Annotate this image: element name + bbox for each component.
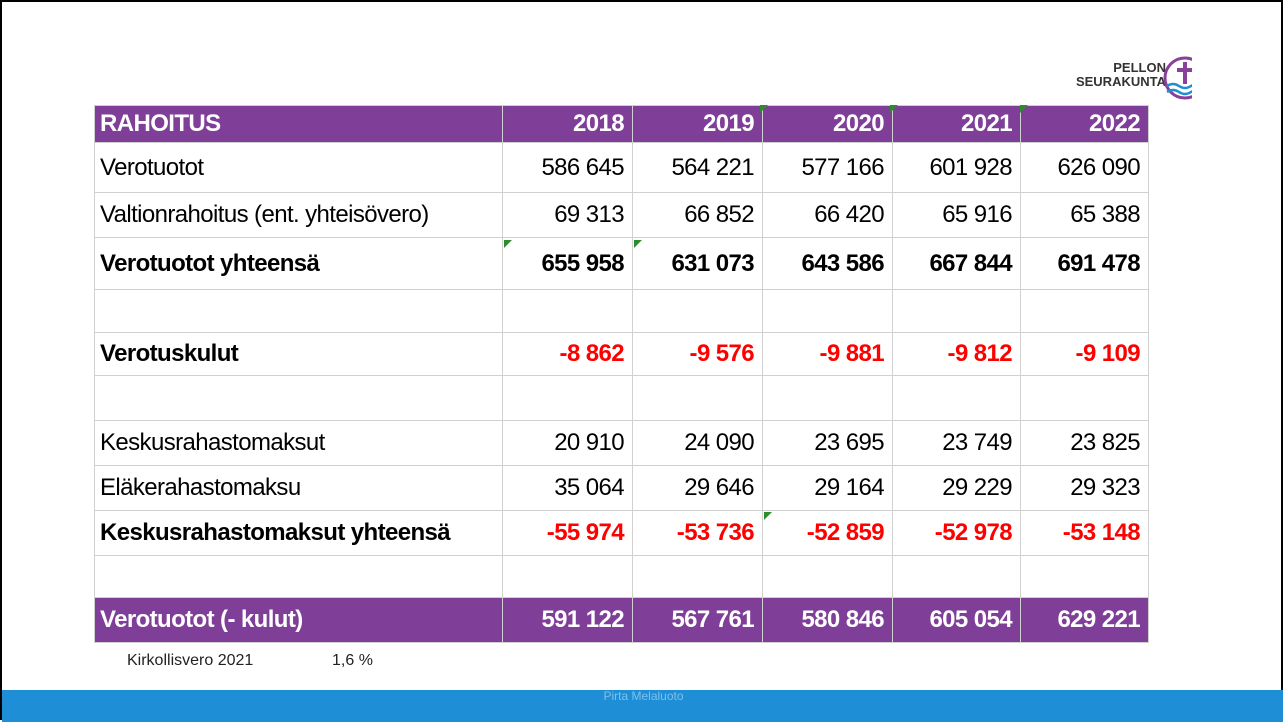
value-cell: 2018 — [502, 105, 633, 143]
label-cell: Verotuskulut — [94, 332, 503, 376]
value-cell: 629 221 — [1020, 597, 1149, 643]
value-cell: 29 229 — [892, 465, 1021, 511]
value-cell: -53 736 — [632, 510, 763, 556]
empty-cell — [1020, 555, 1149, 598]
marker — [764, 512, 772, 520]
empty-cell — [1020, 375, 1149, 421]
table-row: Keskusrahastomaksut yhteensä -55 974 -53 7… — [94, 510, 1149, 556]
value-cell: -9 109 — [1020, 332, 1149, 376]
table-row: Verotuskulut -8 862 -9 576 -9 881 -9 812 -9 1… — [94, 332, 1149, 376]
footer-text: Pirta Melaluoto — [603, 689, 684, 703]
value-cell: 591 122 — [502, 597, 633, 643]
value-cell: 24 090 — [632, 420, 763, 466]
value-cell: 601 928 — [892, 142, 1021, 193]
value-cell: -53 148 — [1020, 510, 1149, 556]
value-cell: 29 164 — [762, 465, 893, 511]
value-cell: 2022 — [1020, 105, 1149, 143]
table-row: Verotuotot yhteensä 655 958 631 073 643 586… — [94, 237, 1149, 290]
empty-cell — [762, 289, 893, 333]
value-cell: 66 852 — [632, 192, 763, 238]
value-cell: 691 478 — [1020, 237, 1149, 290]
blank-row — [94, 555, 1149, 598]
empty-cell — [502, 555, 633, 598]
empty-cell — [892, 375, 1021, 421]
value-cell: 605 054 — [892, 597, 1021, 643]
value-cell: 66 420 — [762, 192, 893, 238]
table-row: Verotuotot 586 645 564 221 577 166 601 928 62… — [94, 142, 1149, 193]
note-label: Kirkollisvero 2021 — [127, 652, 254, 669]
value-cell: 35 064 — [502, 465, 633, 511]
finance-table: RAHOITUS 2018 2019 2020 2021 2022 Verotuotot 5… — [94, 105, 1149, 643]
value-cell: 567 761 — [632, 597, 763, 643]
footer-bar: Pirta Melaluoto — [2, 689, 1283, 722]
logo-line2: SEURAKUNTA — [1076, 74, 1167, 89]
label-cell: Verotuotot — [94, 142, 503, 193]
blank-row — [94, 289, 1149, 333]
value-cell: -52 859 — [762, 510, 893, 556]
blank-row — [94, 375, 1149, 421]
empty-cell — [762, 555, 893, 598]
empty-cell — [892, 289, 1021, 333]
value-cell: 577 166 — [762, 142, 893, 193]
value-cell: 631 073 — [632, 237, 763, 290]
marker — [1020, 105, 1028, 113]
value-cell: 626 090 — [1020, 142, 1149, 193]
value-cell: -9 881 — [762, 332, 893, 376]
empty-cell — [1020, 289, 1149, 333]
value-cell: 23 749 — [892, 420, 1021, 466]
empty-cell — [502, 375, 633, 421]
empty-cell — [892, 555, 1021, 598]
marker — [634, 240, 642, 248]
value-cell: 23 695 — [762, 420, 893, 466]
logo-line1: PELLON — [1113, 60, 1166, 75]
value-cell: 69 313 — [502, 192, 633, 238]
header-row: RAHOITUS 2018 2019 2020 2021 2022 — [94, 105, 1149, 143]
value-cell: -9 576 — [632, 332, 763, 376]
label-cell: Verotuotot yhteensä — [94, 237, 503, 290]
label-cell: RAHOITUS — [94, 105, 503, 143]
empty-cell — [632, 289, 763, 333]
value-cell: 580 846 — [762, 597, 893, 643]
empty-cell — [94, 289, 503, 333]
value-cell: 65 388 — [1020, 192, 1149, 238]
value-cell: 2020 — [762, 105, 893, 143]
value-cell: 29 323 — [1020, 465, 1149, 511]
note-value: 1,6 % — [332, 652, 373, 669]
empty-cell — [762, 375, 893, 421]
label-cell: Keskusrahastomaksut — [94, 420, 503, 466]
empty-cell — [94, 555, 503, 598]
value-cell: 655 958 — [502, 237, 633, 290]
value-cell: 2021 — [892, 105, 1021, 143]
table-row: Valtionrahoitus (ent. yhteisövero) 69 313… — [94, 192, 1149, 238]
marker — [760, 105, 768, 113]
label-cell: Verotuotot (- kulut) — [94, 597, 503, 643]
logo: PELLON SEURAKUNTA — [1076, 56, 1192, 100]
value-cell: 65 916 — [892, 192, 1021, 238]
empty-cell — [632, 555, 763, 598]
empty-cell — [502, 289, 633, 333]
marker — [890, 105, 898, 113]
value-cell: -9 812 — [892, 332, 1021, 376]
empty-cell — [94, 375, 503, 421]
empty-cell — [632, 375, 763, 421]
value-cell: 564 221 — [632, 142, 763, 193]
value-cell: 586 645 — [502, 142, 633, 193]
value-cell: -8 862 — [502, 332, 633, 376]
label-cell: Keskusrahastomaksut yhteensä — [94, 510, 503, 556]
label-cell: Eläkerahastomaksu — [94, 465, 503, 511]
value-cell: 643 586 — [762, 237, 893, 290]
value-cell: -55 974 — [502, 510, 633, 556]
value-cell: -52 978 — [892, 510, 1021, 556]
value-cell: 20 910 — [502, 420, 633, 466]
footer-row: Verotuotot (- kulut) 591 122 567 761 580 84… — [94, 597, 1149, 643]
value-cell: 23 825 — [1020, 420, 1149, 466]
value-cell: 29 646 — [632, 465, 763, 511]
label-cell: Valtionrahoitus (ent. yhteisövero) — [94, 192, 503, 238]
table-row: Eläkerahastomaksu 35 064 29 646 29 164 29 22… — [94, 465, 1149, 511]
table-row: Keskusrahastomaksut 20 910 24 090 23 695 23 … — [94, 420, 1149, 466]
value-cell: 2019 — [632, 105, 763, 143]
marker — [504, 240, 512, 248]
value-cell: 667 844 — [892, 237, 1021, 290]
